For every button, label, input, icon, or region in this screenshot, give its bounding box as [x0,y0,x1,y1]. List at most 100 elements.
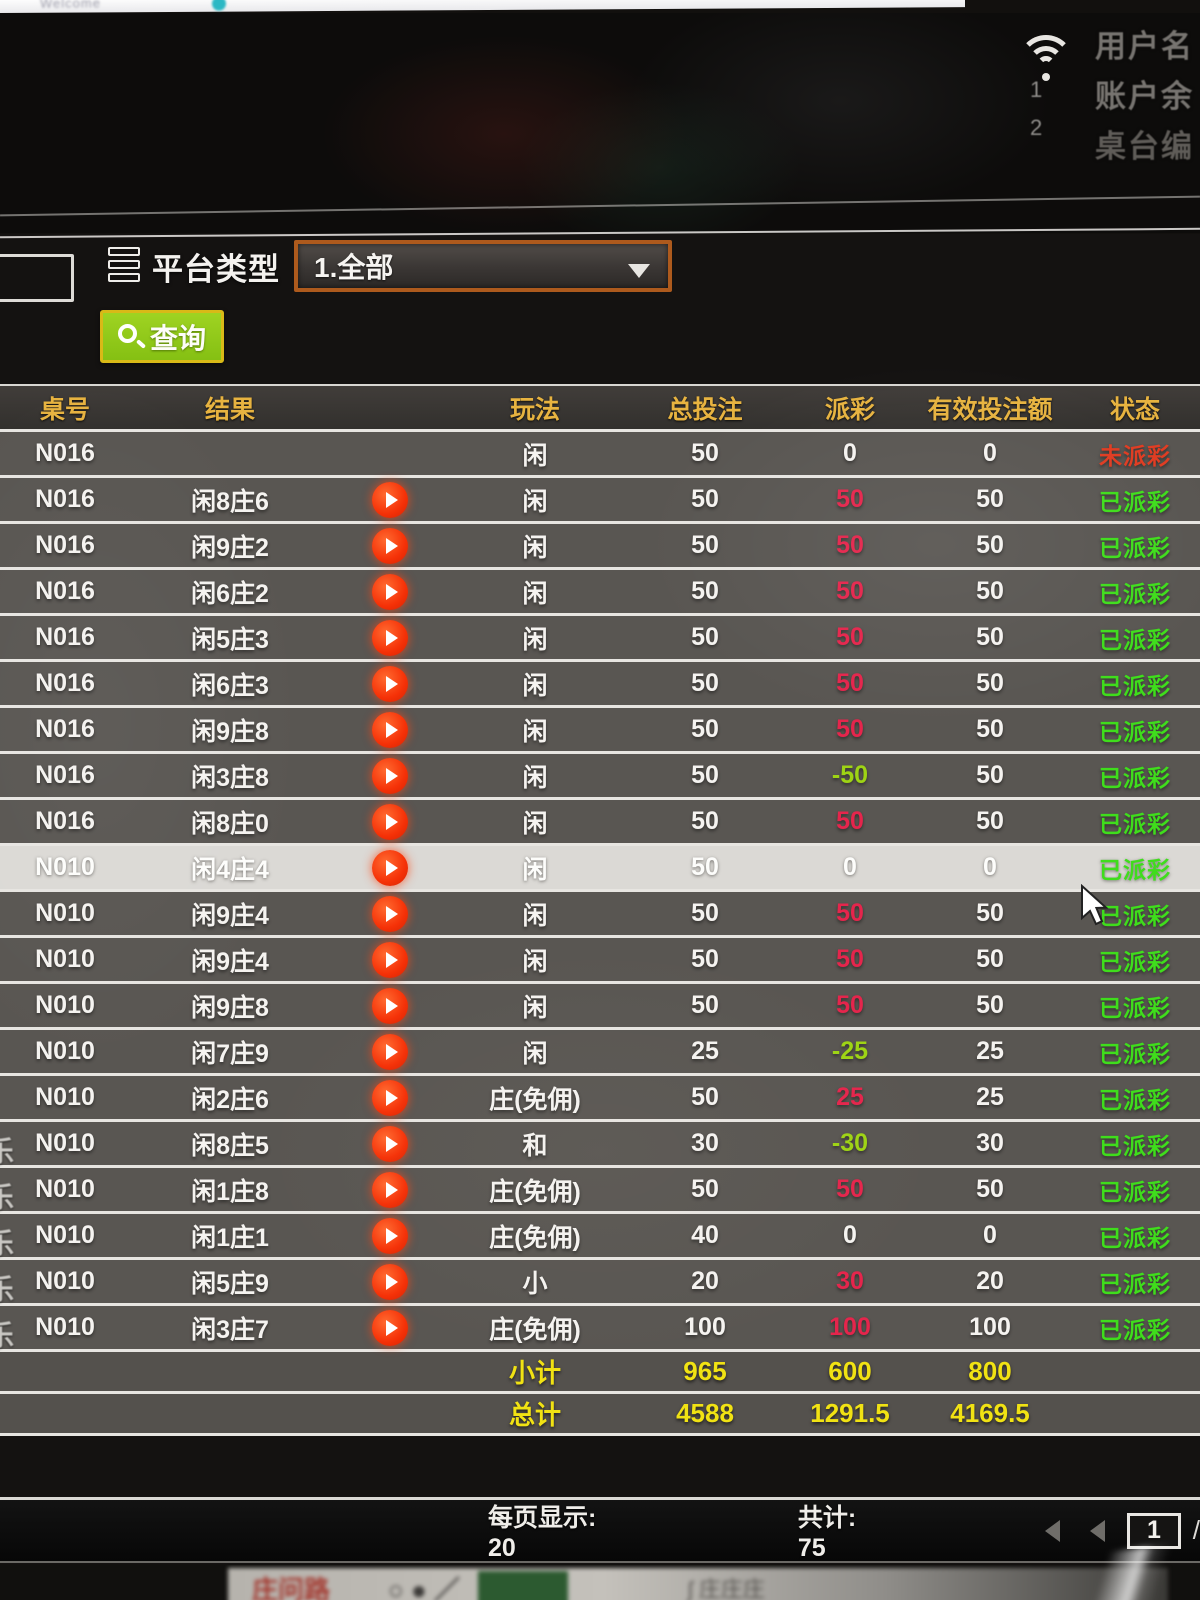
username-label-fragment: 用户名 [1095,29,1194,64]
table-row[interactable]: N010 闲9庄4 闲 50 50 50 已派彩 [0,892,1200,938]
cell-play: 庄(免佣) [489,1315,581,1344]
table-row[interactable]: N016 闲3庄8 闲 50 -50 50 已派彩 [0,754,1200,800]
total-row: 总计 4588 1291.5 4169.5 [0,1394,1200,1436]
cell-result: 闲9庄4 [191,947,269,976]
table-row[interactable]: N010 闲4庄4 闲 50 0 0 已派彩 [0,846,1200,892]
cell-table-no: N016 [35,577,95,605]
left-edge-text-fragment: 乐 [0,1320,15,1351]
replay-play-icon[interactable] [372,1079,408,1116]
table-row[interactable]: N010 闲8庄5 和 30 -30 30 已派彩 乐 [0,1122,1200,1168]
cell-result: 闲8庄6 [191,487,269,516]
cell-total-bet: 20 [691,1267,719,1295]
table-row[interactable]: N010 闲7庄9 闲 25 -25 25 已派彩 [0,1030,1200,1076]
table-row[interactable]: N016 闲5庄3 闲 50 50 50 已派彩 [0,616,1200,662]
replay-play-icon[interactable] [372,1125,408,1162]
replay-play-icon[interactable] [372,941,408,978]
cell-status: 已派彩 [1099,1178,1171,1205]
cell-payout: 50 [836,485,864,513]
table-row[interactable]: N010 闲2庄6 庄(免佣) 50 25 25 已派彩 [0,1076,1200,1122]
subtotal-row: 小计 965 600 800 [0,1352,1200,1394]
browser-tab-dot [212,0,226,11]
table-row[interactable]: N016 闲8庄0 闲 50 50 50 已派彩 [0,800,1200,846]
table-row[interactable]: N016 闲9庄2 闲 50 50 50 已派彩 [0,524,1200,570]
cell-replay [330,987,450,1024]
cell-status: 已派彩 [1099,1040,1171,1067]
green-patch [477,1571,568,1600]
replay-play-icon[interactable] [372,1263,408,1300]
replay-play-icon[interactable] [372,619,408,656]
cell-valid-bet: 50 [976,1175,1004,1203]
table-row[interactable]: N010 闲9庄4 闲 50 50 50 已派彩 [0,938,1200,984]
table-row[interactable]: N016 闲6庄2 闲 50 50 50 已派彩 [0,570,1200,616]
cell-total-bet: 40 [691,1221,719,1249]
cell-result: 闲3庄7 [191,1315,269,1344]
records-panel: 平台类型 1.全部 查询 桌号 结果 玩法 总投注 派彩 有效投注额 状态 N0… [0,234,1200,1564]
cell-payout: 50 [836,531,864,559]
table-row[interactable]: N010 闲9庄8 闲 50 50 50 已派彩 [0,984,1200,1030]
cell-table-no: N016 [35,669,95,697]
cell-table-no: N016 [35,485,95,513]
header-result: 结果 [204,395,255,424]
table-row[interactable]: N010 闲1庄1 庄(免佣) 40 0 0 已派彩 乐 [0,1214,1200,1260]
cell-replay [330,1263,450,1300]
cell-payout: 30 [836,1267,864,1295]
cell-play: 闲 [522,671,548,700]
replay-play-icon[interactable] [372,1033,408,1070]
partial-input-box[interactable] [0,254,74,302]
cell-total-bet: 50 [691,531,719,559]
menu-number-1: 1 [1030,77,1043,102]
cell-status: 已派彩 [1099,672,1171,699]
cell-payout: -30 [831,1129,869,1157]
page-number-input[interactable]: 1 [1127,1512,1181,1549]
cell-payout: 50 [836,577,864,605]
cell-status: 已派彩 [1099,718,1171,745]
cell-status: 已派彩 [1099,764,1171,791]
replay-play-icon[interactable] [372,481,408,518]
table-row[interactable]: N010 闲3庄7 庄(免佣) 100 100 100 已派彩 乐 [0,1306,1200,1352]
replay-play-icon[interactable] [372,527,408,564]
replay-play-icon[interactable] [372,757,408,794]
replay-play-icon[interactable] [372,1309,408,1346]
query-button[interactable]: 查询 [100,310,224,363]
replay-play-icon[interactable] [372,711,408,748]
cell-replay [330,665,450,702]
replay-play-icon[interactable] [372,573,408,610]
blurred-text-fragment: ʃ 庄庄庄 [687,1577,765,1600]
platform-type-dropdown[interactable]: 1.全部 [294,240,672,292]
grand-total-label: 共计: 75 [797,1504,857,1562]
menu-number-2: 2 [1030,115,1043,140]
table-row[interactable]: N016 闲6庄3 闲 50 50 50 已派彩 [0,662,1200,708]
cell-table-no: N010 [35,1313,95,1341]
table-row[interactable]: N016 闲 50 0 0 未派彩 [0,432,1200,478]
cell-payout: 25 [836,1083,864,1111]
table-row[interactable]: N016 闲9庄8 闲 50 50 50 已派彩 [0,708,1200,754]
cell-valid-bet: 50 [976,485,1004,513]
first-page-arrow-icon[interactable] [1045,1519,1061,1542]
cell-status: 已派彩 [1099,856,1171,883]
cell-total-bet: 50 [691,439,719,467]
prev-page-arrow-icon[interactable] [1090,1519,1106,1542]
platform-type-label: 平台类型 [152,251,280,287]
cell-result: 闲9庄4 [191,901,269,930]
balance-label-fragment: 账户余 [1095,79,1194,114]
cell-play: 庄(免佣) [489,1177,581,1206]
replay-play-icon[interactable] [372,895,408,932]
cell-play: 闲 [522,487,548,516]
replay-play-icon[interactable] [372,987,408,1024]
table-row[interactable]: N010 闲1庄8 庄(免佣) 50 50 50 已派彩 乐 [0,1168,1200,1214]
replay-play-icon[interactable] [372,665,408,702]
cell-payout: 0 [843,439,857,467]
cell-payout: -25 [831,1037,869,1065]
cell-total-bet: 50 [691,623,719,651]
replay-play-icon[interactable] [372,849,408,886]
replay-play-icon[interactable] [372,1217,408,1254]
table-row[interactable]: N016 闲8庄6 闲 50 50 50 已派彩 [0,478,1200,524]
total-valid: 4169.5 [950,1398,1030,1428]
cell-table-no: N010 [35,1221,95,1249]
table-row[interactable]: N010 闲5庄9 小 20 30 20 已派彩 乐 [0,1260,1200,1306]
cell-payout: 50 [836,623,864,651]
replay-play-icon[interactable] [372,803,408,840]
left-edge-text-fragment: 乐 [0,1136,15,1167]
cell-status: 已派彩 [1099,1270,1171,1297]
replay-play-icon[interactable] [372,1171,408,1208]
